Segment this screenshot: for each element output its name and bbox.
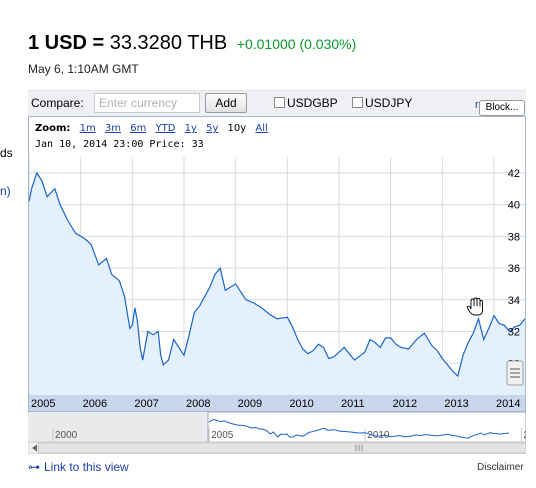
x-axis-band: 2005 2006 2007 2008 2009 2010 2011 2012 2013 2014 [29,395,525,411]
x-axis-labels: 2005 2006 2007 2008 2009 2010 2011 2012 2013 2014 [31,398,520,410]
zoom-1y[interactable]: 1y [184,123,197,134]
usdgbp-label: USDGBP [287,96,338,110]
left-fragment-link[interactable]: n) [0,184,11,198]
zoom-controls: Zoom: 1m 3m 6m YTD 1y 5y 10y All [35,123,274,134]
disclaimer-link[interactable]: Disclaimer [477,462,524,473]
zoom-5y[interactable]: 5y [206,123,219,134]
y-tick-label: 32 [508,327,520,339]
hover-info: Jan 10, 2014 23:00 Price: 33 [35,139,204,150]
link-to-view[interactable]: ⊶ Link to this view [28,460,129,474]
usdjpy-label: USDJPY [365,96,413,110]
x-tick-label: 2014 [496,398,520,410]
compare-bar: Compare: Add USDGBP USDJPY more [28,90,526,116]
compare-label: Compare: [31,96,84,110]
chart-frame: Zoom: 1m 3m 6m YTD 1y 5y 10y All Jan 10,… [28,116,526,412]
compare-usdjpy[interactable]: USDJPY [352,96,412,110]
hover-price: 33 [191,139,204,150]
x-tick-label: 2005 [31,398,55,410]
navigator-shaded-left [28,412,208,442]
hand-cursor-icon [466,297,483,316]
add-button[interactable]: Add [205,93,247,113]
scroll-handle-icon [506,360,524,386]
rate-change: +0.01000 (0.030%) [236,36,357,52]
x-tick-label: 2007 [134,398,158,410]
left-fragment-text: ds [0,146,13,160]
y-tick-label: 36 [508,263,520,275]
zoom-all[interactable]: All [255,123,268,134]
zoom-1m[interactable]: 1m [79,123,96,134]
y-tick-label: 38 [508,231,520,243]
navigator-svg: 2000 2005 2010 20 [28,412,526,454]
x-tick-label: 2008 [186,398,210,410]
y-tick-label: 40 [508,200,520,212]
zoom-label: Zoom: [35,123,71,134]
price-line [29,171,525,378]
base-currency: 1 USD = [28,32,105,54]
x-tick-label: 2013 [444,398,468,410]
scroll-left-arrow-icon [32,444,37,452]
scroll-thumb-grip-icon [355,445,363,451]
hover-price-label: Price: [149,139,186,150]
exchange-rate: 33.3280 THB [109,32,228,54]
zoom-10y[interactable]: 10y [227,123,247,134]
compare-usdgbp[interactable]: USDGBP [274,96,338,110]
price-area [29,172,525,395]
navigator-scroll-thumb [37,442,526,454]
link-to-view-label: Link to this view [44,460,129,474]
y-tick-label: 42 [508,168,520,180]
range-navigator[interactable]: 2000 2005 2010 20 [28,412,526,454]
chain-link-icon: ⊶ [28,460,40,474]
hover-date: Jan 10, 2014 23:00 [35,139,144,150]
zoom-3m[interactable]: 3m [104,123,122,134]
navigator-labels: 2000 2005 2010 20 [52,428,526,442]
price-chart[interactable]: 42403836343230 [29,157,525,395]
usdgbp-checkbox[interactable] [274,97,285,108]
x-tick-label: 2009 [238,398,262,410]
x-tick-label: 2010 [289,398,313,410]
x-tick-label: 2011 [341,398,365,410]
nav-label: 20 [523,430,526,441]
y-tick-label: 34 [508,295,520,307]
x-tick-label: 2012 [393,398,417,410]
block-button[interactable]: Block... [479,100,525,116]
quote-date: May 6, 1:10AM GMT [28,62,139,76]
zoom-ytd[interactable]: YTD [155,123,176,134]
nav-label: 2000 [55,430,78,441]
currency-input[interactable] [94,93,200,113]
nav-label: 2010 [367,430,390,441]
zoom-6m[interactable]: 6m [130,123,147,134]
nav-label: 2005 [211,430,234,441]
usdjpy-checkbox[interactable] [352,97,363,108]
x-tick-label: 2006 [83,398,107,410]
price-headline: 1 USD = 33.3280 THB +0.01000 (0.030%) [28,32,356,55]
navigator-line [208,418,509,439]
